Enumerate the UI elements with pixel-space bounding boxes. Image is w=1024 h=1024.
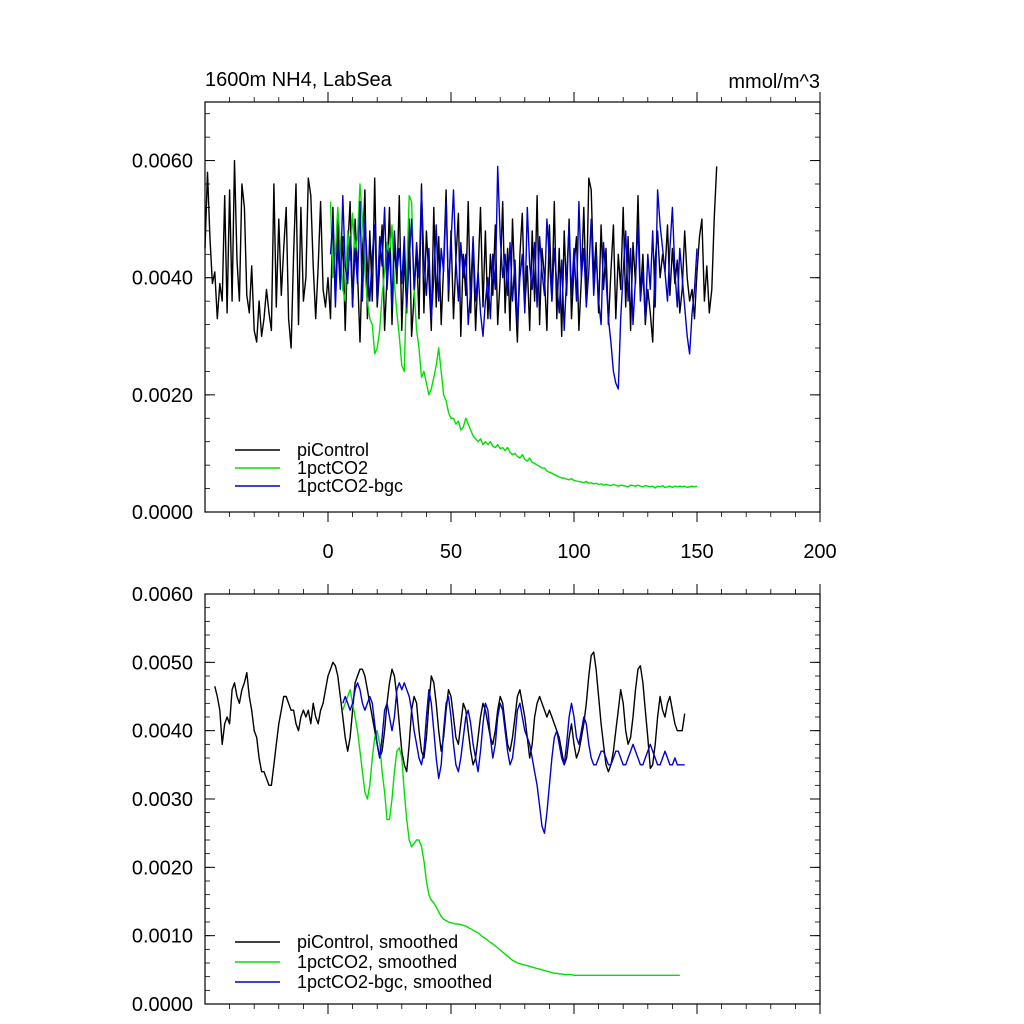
y-tick-label: 0.0020 xyxy=(132,385,193,407)
series-line-1pctco2-bgc xyxy=(329,165,698,390)
y-tick-label: 0.0010 xyxy=(132,926,193,948)
y-tick-label: 0.0060 xyxy=(132,584,193,606)
x-tick-label: 50 xyxy=(440,541,462,563)
series-line-picontrol xyxy=(204,159,718,349)
y-tick-label: 0.0000 xyxy=(132,502,193,524)
y-tick-label: 0.0030 xyxy=(132,789,193,811)
legend-label: piControl, smoothed xyxy=(297,932,458,952)
series-line-1pctco2-bgc-smoothed xyxy=(342,682,685,834)
x-tick-label: 200 xyxy=(803,541,836,563)
top-plot-frame xyxy=(204,101,821,513)
y-tick-label: 0.0020 xyxy=(132,857,193,879)
bottom-panel: 0.0000 0.0010 0.0020 0.0030 0.0040 0.0050 0.00… xyxy=(132,584,821,1016)
y-tick-label: 0.0000 xyxy=(132,994,193,1016)
top-panel-title: 1600m NH4, LabSea xyxy=(205,69,393,91)
x-tick-label: 150 xyxy=(680,541,713,563)
legend-label: piControl xyxy=(297,440,369,460)
y-tick-label: 0.0040 xyxy=(132,268,193,290)
y-tick-label: 0.0040 xyxy=(132,721,193,743)
top-panel-units: mmol/m^3 xyxy=(728,71,820,93)
series-line-picontrol-smoothed xyxy=(214,651,686,786)
legend-label: 1pctCO2-bgc xyxy=(297,476,403,496)
y-tick-label: 0.0050 xyxy=(132,652,193,674)
series-line-1pctco2 xyxy=(329,183,698,489)
x-tick-label: 100 xyxy=(557,541,590,563)
legend-label: 1pctCO2 xyxy=(297,458,368,478)
legend-label: 1pctCO2, smoothed xyxy=(297,952,457,972)
x-tick-label: 0 xyxy=(322,541,333,563)
top-panel: 1600m NH4, LabSea mmol/m^3 0.0000 0.0020 0… xyxy=(132,69,837,563)
legend-label: 1pctCO2-bgc, smoothed xyxy=(297,972,492,992)
series-line-1pctco2-smoothed xyxy=(342,689,680,976)
y-tick-label: 0.0060 xyxy=(132,151,193,173)
